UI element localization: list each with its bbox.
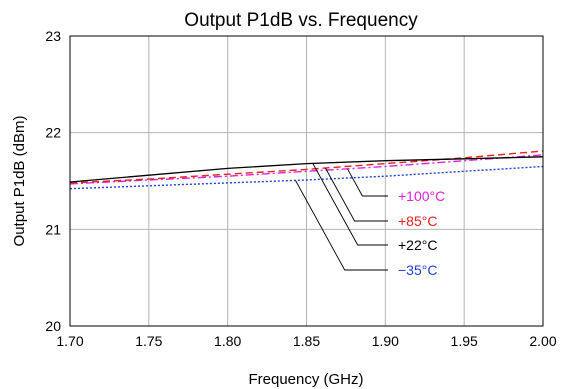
x-tick-label: 1.95 [451,333,478,349]
y-tick-label: 22 [45,125,61,141]
series-label-22-c: +22°C [398,237,437,253]
y-tick-label: 21 [45,221,61,237]
x-axis-title: Frequency (GHz) [248,371,363,388]
series-line-100-c [69,154,544,185]
plot-frame [69,35,544,327]
series-line-85-c [69,150,544,184]
series-line-22-c [69,156,544,183]
y-tick-label: 20 [45,318,61,334]
y-axis-title: Output P1dB (dBm) [11,116,28,247]
x-tick-label: 1.90 [372,333,399,349]
grid [70,36,543,326]
leader-line [312,163,388,246]
x-tick-label: 2.00 [529,333,556,349]
leader-line [295,180,388,271]
chart-title: Output P1dB vs. Frequency [184,10,418,31]
series-label-100-c: +100°C [398,188,445,204]
leader-line [325,167,388,222]
annotations: +100°C +85°C +22°C −35°C [295,163,445,278]
tick-labels: 1.70 1.75 1.80 1.85 1.90 1.95 2.00 20 21 22 23 [45,28,556,349]
series-label-85-c: +85°C [398,213,437,229]
x-tick-label: 1.85 [293,333,320,349]
series-lines [69,150,544,190]
x-tick-label: 1.75 [135,333,162,349]
series-line-35-c [69,165,544,190]
y-tick-label: 23 [45,28,61,44]
x-tick-label: 1.80 [214,333,241,349]
leader-line [347,168,388,197]
x-tick-label: 1.70 [56,333,83,349]
series-label-35-c: −35°C [398,262,437,278]
